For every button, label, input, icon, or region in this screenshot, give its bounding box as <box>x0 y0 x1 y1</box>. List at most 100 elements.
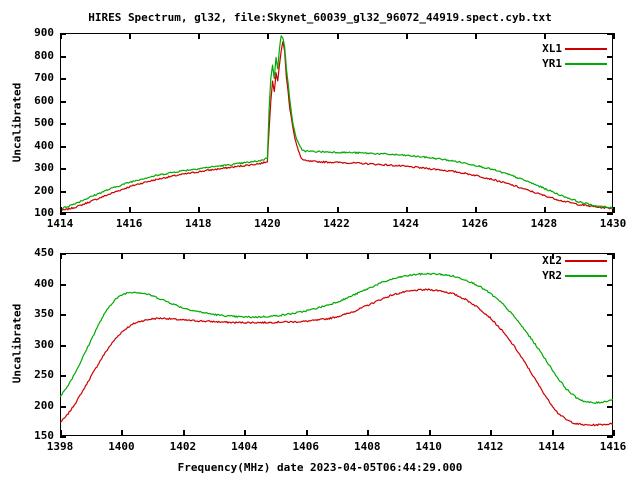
y-tick-label-bottom: 400 <box>34 276 54 290</box>
x-tickmark-top <box>429 253 431 259</box>
x-tick-label-top: 1424 <box>392 217 419 230</box>
x-tickmark <box>60 207 62 213</box>
y-tick-label-top: 800 <box>34 48 54 62</box>
y-tick-label-top: 100 <box>34 206 54 219</box>
x-tickmark <box>406 207 408 213</box>
legend-swatch-XL1 <box>565 48 607 50</box>
legend-swatch-YR2 <box>565 275 607 277</box>
y-tickmark-right <box>607 345 613 347</box>
x-tickmark-top <box>552 253 554 259</box>
x-tickmark <box>337 207 339 213</box>
y-tickmark <box>60 436 66 438</box>
x-tick-label-top: 1428 <box>530 217 558 230</box>
x-tickmark-top <box>613 253 615 259</box>
bottom-plot-frame <box>60 253 613 436</box>
x-tick-label-bottom: 1412 <box>476 440 504 453</box>
y-tickmark <box>60 101 66 103</box>
legend-label-XL1: XL1 <box>542 42 562 55</box>
y-tickmark-right <box>607 56 613 58</box>
x-tick-label-top: 1414 <box>46 217 74 230</box>
y-tickmark-right <box>607 375 613 377</box>
x-tick-label-top: 1420 <box>254 217 281 230</box>
y-tick-label-bottom: 150 <box>34 429 54 442</box>
x-tickmark-top <box>367 253 369 259</box>
y-tickmark <box>60 314 66 316</box>
legend-entry-XL2[interactable]: XL2 <box>495 254 610 268</box>
y-tickmark <box>60 191 66 193</box>
x-tickmark <box>475 207 477 213</box>
x-tickmark-top <box>244 253 246 259</box>
x-axis-title: Frequency(MHz) date 2023-04-05T06:44:29.… <box>177 461 463 474</box>
x-tickmark-top <box>475 33 477 39</box>
x-tick-label-bottom: 1398 <box>46 440 74 453</box>
y-tickmark-right <box>607 191 613 193</box>
x-tickmark <box>267 207 269 213</box>
y-tickmark <box>60 284 66 286</box>
x-tickmark-top <box>490 253 492 259</box>
y-tickmark <box>60 168 66 170</box>
y-tick-label-top: 500 <box>34 116 54 129</box>
series-line-XL1 <box>60 41 613 212</box>
y-tickmark <box>60 56 66 58</box>
y-tickmark-right <box>607 314 613 316</box>
y-tickmark <box>60 406 66 408</box>
x-tickmark <box>429 430 431 436</box>
y-tickmark-right <box>607 168 613 170</box>
x-tickmark <box>613 207 615 213</box>
y-tickmark-right <box>607 146 613 148</box>
y-tickmark-right <box>607 78 613 80</box>
x-tickmark <box>129 207 131 213</box>
y-tickmark-right <box>607 406 613 408</box>
x-tickmark-top <box>198 33 200 39</box>
x-tick-label-bottom: 1402 <box>169 440 197 453</box>
x-tick-label-bottom: 1404 <box>231 440 258 453</box>
y-tick-label-top: 300 <box>34 161 54 174</box>
x-tick-label-bottom: 1416 <box>599 440 627 453</box>
x-tickmark <box>60 430 62 436</box>
x-tickmark <box>183 430 185 436</box>
x-tickmark <box>490 430 492 436</box>
x-tickmark-top <box>306 253 308 259</box>
y-tickmark-right <box>607 253 613 255</box>
x-tick-label-top: 1426 <box>461 217 489 230</box>
x-tickmark-top <box>183 253 185 259</box>
y-tick-label-top: 700 <box>34 71 54 84</box>
x-tickmark-top <box>129 33 131 39</box>
y-tickmark <box>60 78 66 80</box>
x-tickmark <box>367 430 369 436</box>
legend-entry-YR2[interactable]: YR2 <box>495 269 610 283</box>
x-tickmark-top <box>60 253 62 259</box>
y-tick-label-top: 900 <box>34 26 54 39</box>
y-tick-label-bottom: 200 <box>34 398 54 412</box>
x-tickmark-top <box>337 33 339 39</box>
top-legend: XL1 YR1 <box>495 42 610 72</box>
x-tickmark-top <box>60 33 62 39</box>
y-tickmark <box>60 375 66 377</box>
y-tick-label-bottom: 350 <box>34 307 54 320</box>
x-tick-label-bottom: 1414 <box>538 440 565 453</box>
y-tick-label-bottom: 450 <box>34 246 54 259</box>
series-line-YR2 <box>60 272 613 405</box>
x-tick-label-top: 1422 <box>323 217 350 230</box>
x-tick-label-top: 1418 <box>185 217 212 230</box>
x-tick-label-bottom: 1410 <box>415 440 442 453</box>
legend-swatch-YR1 <box>565 63 607 65</box>
bottom-legend: XL2 YR2 <box>495 254 610 284</box>
x-tickmark-top <box>544 33 546 39</box>
y-tick-label-top: 200 <box>34 183 54 197</box>
legend-swatch-XL2 <box>565 260 607 262</box>
x-tick-label-top: 1416 <box>115 217 143 230</box>
x-tickmark-top <box>267 33 269 39</box>
x-tickmark-top <box>121 253 123 259</box>
y-tickmark <box>60 253 66 255</box>
page-title: HIRES Spectrum, gl32, file:Skynet_60039_… <box>88 11 552 24</box>
series-line-XL2 <box>60 288 613 427</box>
legend-entry-XL1[interactable]: XL1 <box>495 42 610 56</box>
y-tickmark-right <box>607 436 613 438</box>
x-tick-label-top: 1430 <box>599 217 627 230</box>
y-tickmark-right <box>607 284 613 286</box>
legend-entry-YR1[interactable]: YR1 <box>495 57 610 71</box>
